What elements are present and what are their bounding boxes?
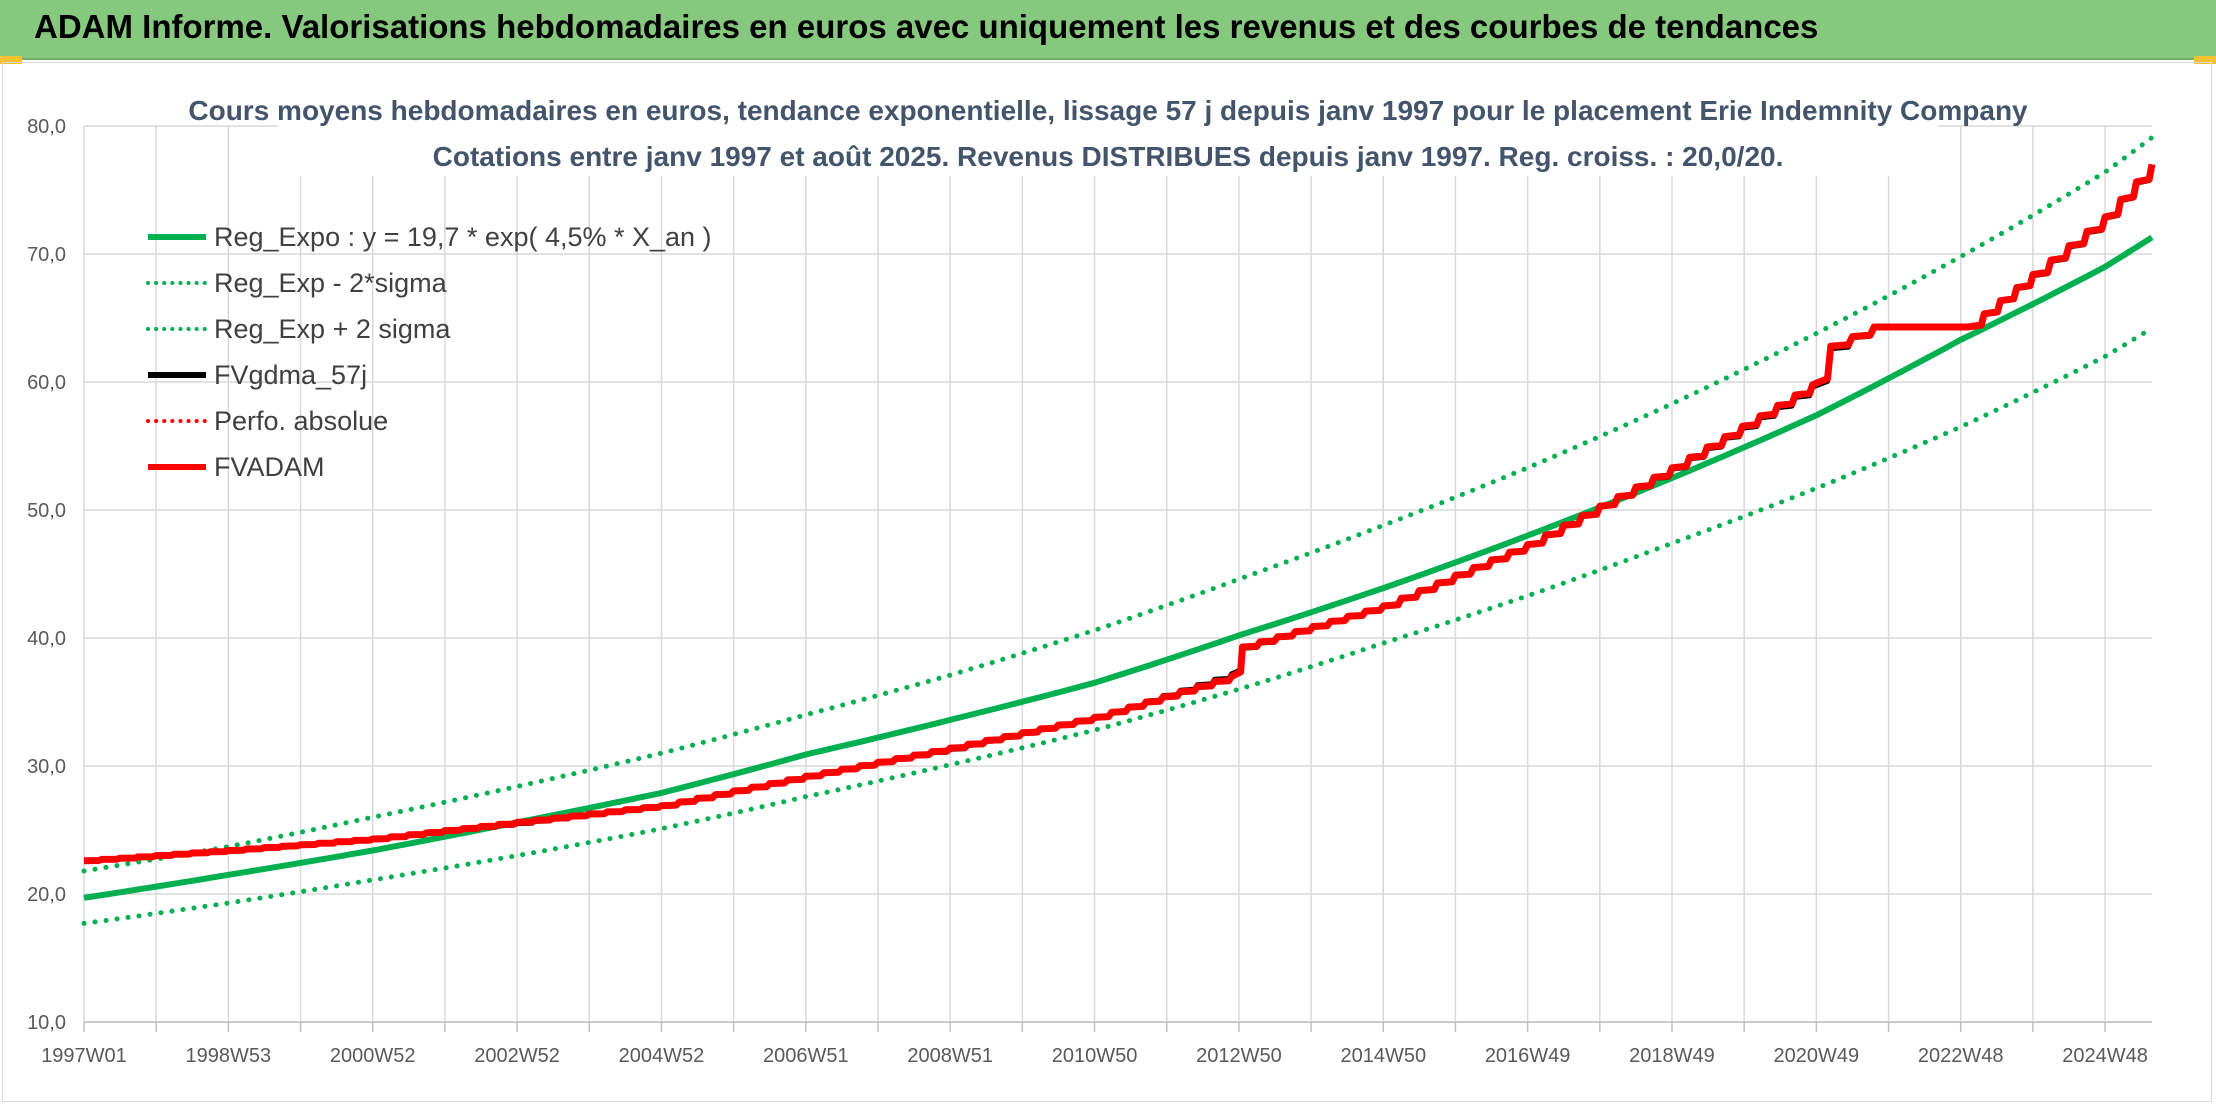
chart-titles: Cours moyens hebdomadaires en euros, ten…	[188, 88, 2028, 176]
legend-label-1: Reg_Exp - 2*sigma	[214, 268, 448, 298]
grid	[83, 125, 2152, 1023]
x-tick-label: 2024W48	[2062, 1045, 2148, 1067]
report-title: ADAM Informe. Valorisations hebdomadaire…	[34, 8, 1819, 45]
y-tick-label: 10,0	[27, 1012, 66, 1034]
report-banner: ADAM Informe. Valorisations hebdomadaire…	[0, 0, 2216, 60]
y-tick-label: 70,0	[27, 244, 66, 266]
axes: 10,0 20,0 30,0 40,0 50,0 60,0 70,0 80,0 1997W01 1…	[27, 116, 2152, 1067]
y-tick-label: 40,0	[27, 628, 66, 650]
series-line-1	[81, 325, 2155, 926]
y-tick-label: 50,0	[27, 500, 66, 522]
series-line-0	[83, 234, 2154, 901]
y-tick-label: 60,0	[27, 372, 66, 394]
x-tick-label: 2010W50	[1052, 1045, 1138, 1067]
y-tick-label: 80,0	[27, 116, 66, 138]
x-tick-label: 2012W50	[1196, 1045, 1282, 1067]
x-tick-label: 2022W48	[1918, 1045, 2004, 1067]
chart-title-line-2: Cotations entre janv 1997 et août 2025. …	[433, 141, 1784, 172]
legend-label-5: FVADAM	[214, 452, 325, 482]
corner-mark-left	[0, 56, 22, 64]
x-tick-label: 1998W53	[186, 1045, 272, 1067]
title-background	[278, 88, 1938, 176]
series-layer	[81, 135, 2156, 926]
x-tick-label: 2018W49	[1629, 1045, 1715, 1067]
chart-title-line-1: Cours moyens hebdomadaires en euros, ten…	[188, 95, 2028, 126]
legend-label-2: Reg_Exp + 2 sigma	[214, 314, 451, 344]
x-tick-label: 2002W52	[474, 1045, 560, 1067]
x-tick-label: 1997W01	[41, 1045, 127, 1067]
y-tick-label: 30,0	[27, 756, 66, 778]
x-tick-label: 2016W49	[1485, 1045, 1571, 1067]
x-tick-label: 2000W52	[330, 1045, 416, 1067]
legend-label-0: Reg_Expo : y = 19,7 * exp( 4,5% * X_an )	[214, 222, 712, 252]
legend: Reg_Expo : y = 19,7 * exp( 4,5% * X_an )…	[146, 222, 712, 482]
series-line-5	[83, 163, 2156, 865]
corner-mark-right	[2194, 56, 2216, 64]
chart-frame	[2, 62, 2212, 1102]
legend-label-3: FVgdma_57j	[214, 360, 367, 390]
x-tick-label: 2020W49	[1774, 1045, 1860, 1067]
x-tick-label: 2014W50	[1340, 1045, 1426, 1067]
x-tick-label: 2004W52	[619, 1045, 705, 1067]
series-line-2	[81, 135, 2155, 874]
legend-label-4: Perfo. absolue	[214, 406, 388, 436]
x-tick-label: 2006W51	[763, 1045, 849, 1067]
x-tick-label: 2008W51	[907, 1045, 993, 1067]
y-tick-label: 20,0	[27, 884, 66, 906]
